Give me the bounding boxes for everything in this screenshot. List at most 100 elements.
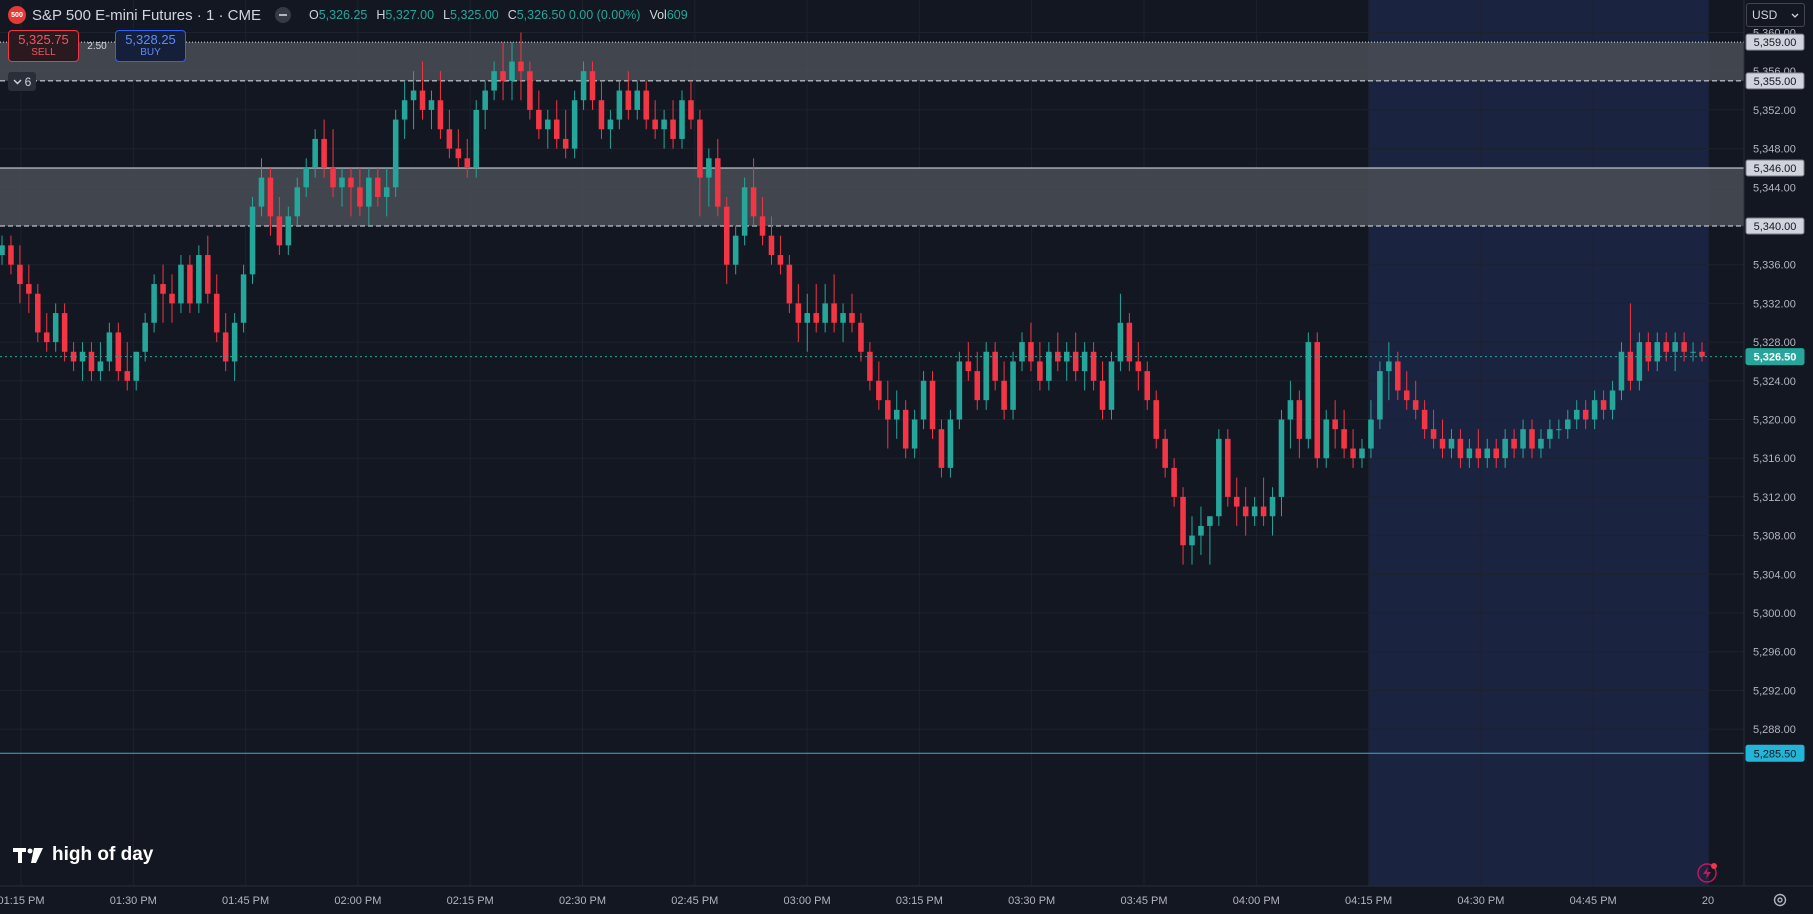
- candle-body: [1305, 342, 1312, 439]
- candle-body: [1681, 342, 1687, 352]
- candle-body: [822, 303, 828, 323]
- candle-body: [876, 380, 882, 401]
- candle-body: [885, 400, 891, 420]
- buy-price: 5,328.25: [125, 32, 176, 47]
- x-tick-label: 02:00 PM: [334, 895, 381, 907]
- candle-body: [1171, 467, 1177, 497]
- candle-body: [1475, 448, 1482, 459]
- candle-body: [1162, 438, 1168, 468]
- y-tick-label: 5,320.00: [1753, 415, 1796, 427]
- candle-body: [52, 313, 59, 343]
- candle-body: [1439, 438, 1446, 449]
- open-value: 5,326.25: [318, 8, 368, 22]
- candle-body: [1207, 516, 1213, 526]
- candle-body: [1323, 419, 1329, 459]
- candle-body: [419, 90, 426, 110]
- candle-body: [35, 293, 41, 333]
- candle-body: [1368, 419, 1374, 449]
- candle-body: [249, 206, 256, 275]
- price-label-text: 5,359.00: [1754, 37, 1797, 49]
- chart-annotation[interactable]: high of day: [12, 844, 153, 866]
- zones: [0, 41, 1744, 227]
- candle-body: [1099, 380, 1106, 410]
- candle-body: [1636, 342, 1643, 381]
- candle-body: [339, 177, 345, 188]
- indicators-toggle[interactable]: 6: [8, 72, 36, 91]
- y-tick-label: 5,308.00: [1753, 531, 1796, 543]
- currency-value: USD: [1752, 8, 1778, 22]
- high-key: H: [376, 8, 386, 22]
- candle-body: [974, 371, 981, 401]
- hide-legend-button[interactable]: [274, 7, 291, 23]
- y-tick-label: 5,336.00: [1753, 260, 1796, 272]
- candle-body: [1448, 438, 1455, 449]
- candle-body: [938, 429, 945, 468]
- candle-body: [1046, 351, 1052, 381]
- candle-body: [571, 100, 578, 149]
- candle-body: [1135, 361, 1142, 372]
- candle-body: [1090, 351, 1097, 381]
- candle-body: [1198, 525, 1204, 536]
- candle-body: [1001, 380, 1007, 410]
- annotation-text: high of day: [52, 844, 154, 865]
- symbol-title[interactable]: S&P 500 E-mini Futures · 1 · CME: [32, 6, 261, 24]
- sell-label: SELL: [31, 47, 56, 58]
- candle-body: [598, 100, 605, 130]
- x-tick-label: 03:00 PM: [784, 895, 831, 907]
- candle-body: [267, 177, 274, 217]
- candle-body: [1117, 322, 1124, 362]
- candle-body: [956, 361, 963, 420]
- settings-icon[interactable]: [1772, 892, 1788, 908]
- candle-body: [634, 90, 641, 110]
- candle-body: [947, 419, 954, 468]
- candle-body: [553, 119, 560, 139]
- candle-body: [455, 148, 462, 159]
- candle-body: [1484, 448, 1491, 459]
- price-zone: [0, 42, 1744, 81]
- candle-body: [1028, 342, 1034, 362]
- candle-body: [88, 351, 95, 372]
- candle-body: [392, 119, 399, 188]
- x-tick-label: 02:45 PM: [671, 895, 718, 907]
- candle-body: [518, 61, 524, 72]
- currency-selector[interactable]: USD: [1746, 3, 1805, 27]
- indicators-count: 6: [24, 74, 32, 89]
- price-label-text: 5,355.00: [1754, 76, 1797, 88]
- price-axis[interactable]: 5,360.005,356.005,352.005,348.005,344.00…: [1753, 28, 1796, 737]
- candle-body: [196, 255, 202, 304]
- y-tick-label: 5,296.00: [1753, 647, 1796, 659]
- volume-key: Vol: [649, 8, 667, 22]
- candle-body: [1565, 419, 1571, 430]
- buy-button[interactable]: 5,328.25 BUY: [115, 30, 186, 62]
- y-tick-label: 5,288.00: [1753, 724, 1796, 736]
- high-value: 5,327.00: [385, 8, 435, 22]
- candle-body: [1189, 535, 1195, 546]
- lightning-icon[interactable]: [1696, 862, 1718, 884]
- candle-body: [1672, 342, 1678, 352]
- price-label-box: [1745, 159, 1805, 177]
- y-tick-label: 5,300.00: [1753, 608, 1796, 620]
- candle-body: [1466, 448, 1473, 459]
- candle-body: [321, 138, 327, 168]
- candle-body: [1520, 429, 1526, 449]
- candle-body: [1296, 400, 1303, 439]
- candle-body: [357, 187, 363, 207]
- candle-body: [1609, 390, 1616, 410]
- candle-body: [1314, 342, 1321, 459]
- symbol-logo[interactable]: 500: [8, 6, 26, 24]
- candle-body: [536, 109, 542, 130]
- candle-body: [849, 313, 855, 323]
- candle-body: [115, 332, 122, 372]
- candle-body: [589, 71, 596, 101]
- time-axis[interactable]: 01:15 PM 01:30 PM 01:45 PM 02:00 PM 02:15 PM…: [0, 895, 1714, 907]
- candle-body: [1126, 322, 1133, 362]
- candle-body: [276, 216, 283, 246]
- x-tick-label: 01:45 PM: [222, 895, 269, 907]
- y-tick-label: 5,304.00: [1753, 569, 1796, 581]
- candle-body: [1341, 429, 1347, 449]
- candle-body: [285, 216, 292, 246]
- sell-button[interactable]: 5,325.75 SELL: [8, 30, 79, 62]
- y-tick-label: 5,312.00: [1753, 492, 1796, 504]
- candle-body: [509, 61, 515, 81]
